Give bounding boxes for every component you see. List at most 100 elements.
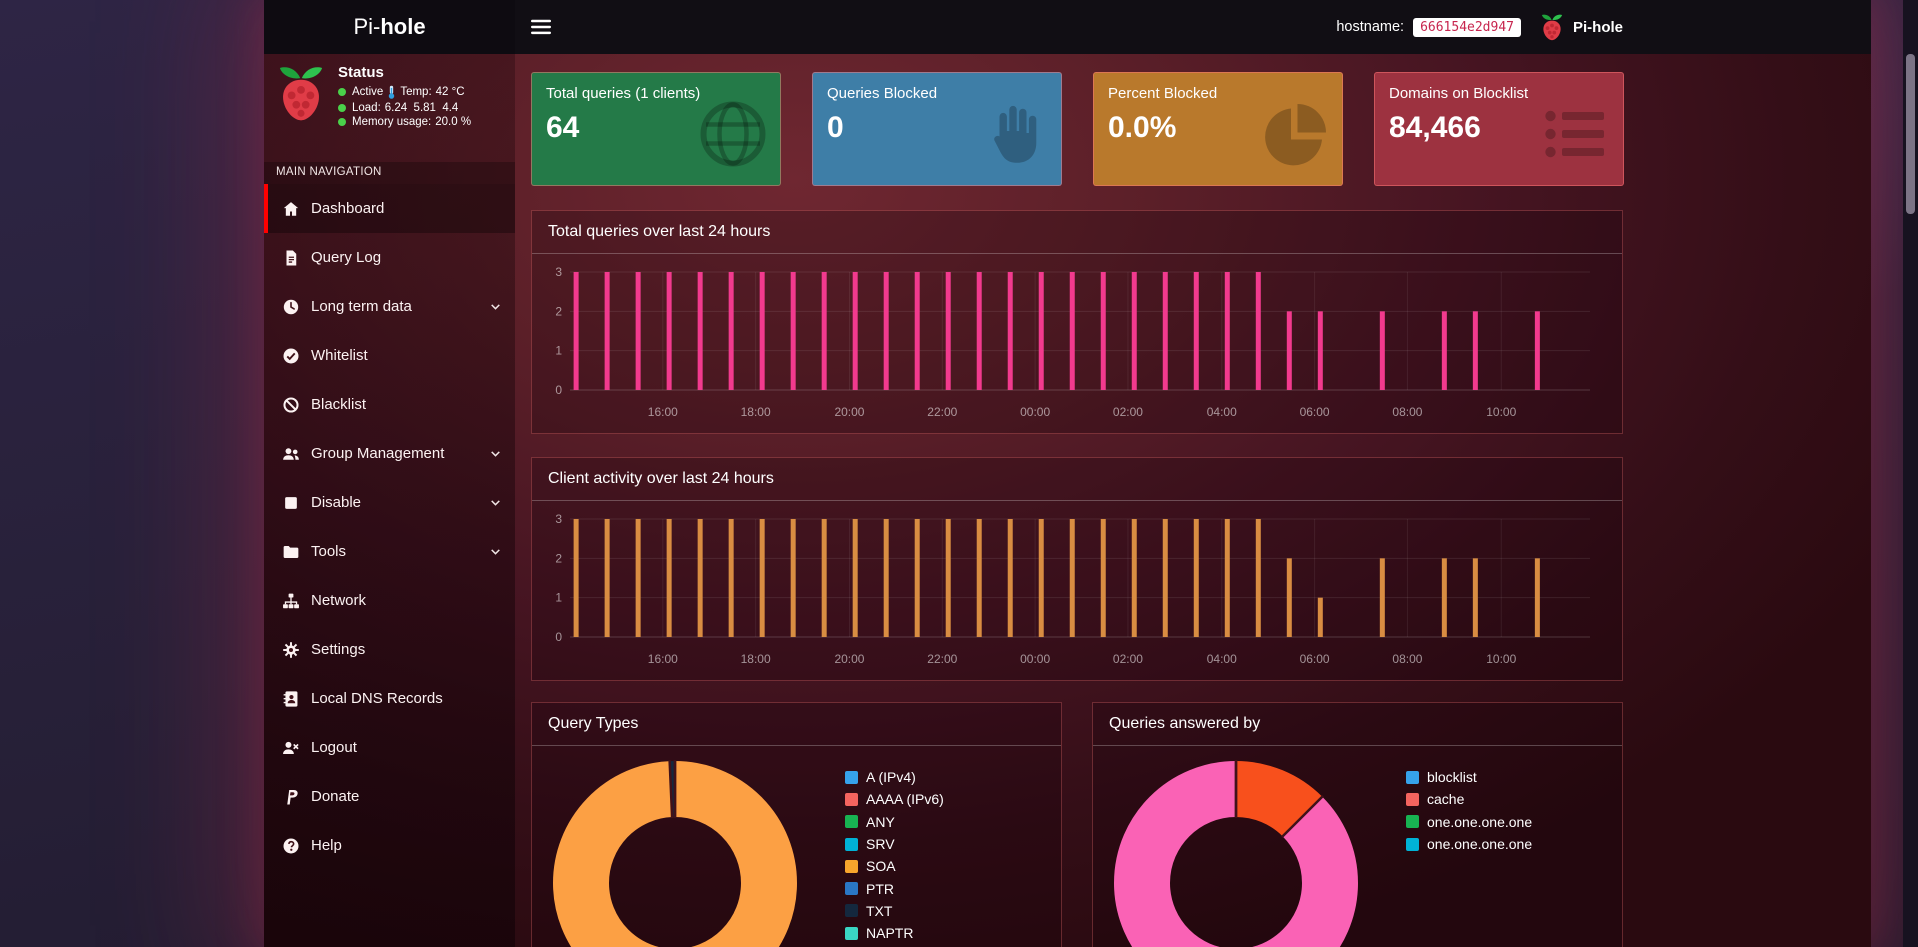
legend-label: one.one.one.one: [1427, 813, 1533, 830]
sidebar-item-network[interactable]: Network: [264, 576, 515, 625]
legend-color-chip: [845, 926, 858, 940]
logo-text-bold: hole: [380, 14, 426, 39]
sidebar-item-label: Whitelist: [311, 347, 368, 364]
main-content: Total queries (1 clients) 64 Queries Block…: [515, 54, 1871, 947]
status-memory-line: Memory usage: 20.0 %: [338, 116, 471, 128]
legend-label: cache: [1427, 791, 1465, 808]
clock-icon: [282, 298, 300, 316]
status-text: Status Active Temp: 42 °C Lo: [338, 64, 471, 156]
bar: [1379, 558, 1385, 637]
legend-label: AAAA (IPv6): [866, 791, 944, 808]
sidebar-item-logout[interactable]: Logout: [264, 723, 515, 772]
sidebar-toggle-button[interactable]: [531, 19, 551, 35]
clients-bar-chart[interactable]: 16:00 18:00 20:00 22:00 00:00 02:00 04:00 06:00…: [532, 503, 1622, 679]
x-tick-label: 20:00: [834, 405, 864, 419]
scrollbar-thumb[interactable]: [1906, 54, 1915, 214]
legend-label: one.one.one.one: [1427, 836, 1533, 853]
sidebar-item-label: Donate: [311, 788, 360, 805]
sidebar-item-help[interactable]: Help: [264, 821, 515, 870]
stat-card-total-queries-1-clients: Total queries (1 clients) 64: [531, 72, 781, 186]
hostname-badge: 666154e2d947: [1413, 17, 1521, 37]
bar: [852, 519, 858, 637]
legend-label: ANY: [866, 813, 895, 830]
bar: [1131, 272, 1137, 390]
legend-item-soa[interactable]: SOA: [845, 855, 944, 877]
status-load-line: Load: 6.24 5.81 4.4: [338, 102, 471, 114]
sidebar-item-blacklist[interactable]: Blacklist: [264, 380, 515, 429]
bottom-panels-row: Query Types A (IPv4) AAAA (IPv6) ANY SRV SOA…: [531, 702, 1871, 947]
bar: [635, 272, 641, 390]
legend-item-aaaa-ipv6[interactable]: AAAA (IPv6): [845, 788, 944, 810]
window-scrollbar[interactable]: [1903, 0, 1918, 947]
legend-color-chip: [845, 882, 858, 896]
sidebar-item-donate[interactable]: Donate: [264, 772, 515, 821]
card-value: 0: [827, 111, 844, 144]
legend-item-one-one-one-one[interactable]: one.one.one.one: [1406, 833, 1532, 855]
users-icon: [282, 445, 300, 463]
bar: [728, 519, 734, 637]
legend-item-txt[interactable]: TXT: [845, 900, 944, 922]
x-tick-label: 00:00: [1020, 405, 1050, 419]
chevron-down-icon: [489, 545, 502, 558]
sidebar-item-tools[interactable]: Tools: [264, 527, 515, 576]
bar: [1534, 558, 1540, 637]
bar: [976, 272, 982, 390]
panel-title: Client activity over last 24 hours: [532, 458, 1622, 501]
bar: [976, 519, 982, 637]
legend-item-one-one-one-one[interactable]: one.one.one.one: [1406, 811, 1532, 833]
queries-bar-chart[interactable]: 16:00 18:00 20:00 22:00 00:00 02:00 04:00 06:00…: [532, 256, 1622, 432]
query-types-donut-chart[interactable]: [532, 746, 832, 947]
memory-label: Memory usage:: [352, 116, 432, 128]
memory-value: 20.0 %: [435, 116, 472, 128]
temp-value: 42 °C: [435, 86, 465, 98]
bar: [883, 519, 889, 637]
temp-label: Temp:: [400, 86, 432, 98]
stat-card-domains-on-blocklist: Domains on Blocklist 84,466: [1374, 72, 1624, 186]
bar: [1038, 519, 1044, 637]
sidebar-item-whitelist[interactable]: Whitelist: [264, 331, 515, 380]
card-title: Total queries (1 clients): [546, 85, 701, 102]
sidebar-item-group-management[interactable]: Group Management: [264, 429, 515, 478]
globe-icon: [696, 97, 770, 171]
legend-color-chip: [845, 859, 858, 873]
sidebar-item-label: Help: [311, 837, 342, 854]
sidebar-item-query-log[interactable]: Query Log: [264, 233, 515, 282]
app-logo[interactable]: Pi-hole: [264, 0, 515, 54]
bar: [666, 519, 672, 637]
card-title: Queries Blocked: [827, 85, 938, 102]
x-tick-label: 00:00: [1020, 652, 1050, 666]
legend-item-a-ipv4[interactable]: A (IPv4): [845, 766, 944, 788]
y-tick-label: 1: [555, 591, 562, 605]
bar: [759, 519, 765, 637]
answered-by-donut-chart[interactable]: [1093, 746, 1393, 947]
sidebar-item-settings[interactable]: Settings: [264, 625, 515, 674]
legend-label: A (IPv4): [866, 769, 916, 786]
bar: [604, 519, 610, 637]
sidebar-item-label: Long term data: [311, 298, 412, 315]
sidebar-item-dashboard[interactable]: Dashboard: [264, 184, 515, 233]
sidebar-item-label: Settings: [311, 641, 366, 658]
hamburger-icon: [531, 19, 551, 39]
pihole-admin-app: Pi-hole hostname: 666154e2d947 Pi-hole S…: [264, 0, 1871, 947]
bar: [759, 272, 765, 390]
card-value: 64: [546, 111, 580, 144]
sidebar-item-long-term-data[interactable]: Long term data: [264, 282, 515, 331]
status-active-label: Active: [352, 86, 384, 98]
folder-icon: [282, 543, 300, 561]
sidebar-item-label: Group Management: [311, 445, 445, 462]
legend-item-ptr[interactable]: PTR: [845, 877, 944, 899]
legend-item-any[interactable]: ANY: [845, 811, 944, 833]
bar: [914, 519, 920, 637]
card-value: 84,466: [1389, 111, 1481, 144]
legend-item-naptr[interactable]: NAPTR: [845, 922, 944, 944]
legend-item-blocklist[interactable]: blocklist: [1406, 766, 1532, 788]
thermometer-icon: [387, 85, 396, 99]
paypal-icon: [282, 788, 300, 806]
legend-item-cache[interactable]: cache: [1406, 788, 1532, 810]
legend-color-chip: [845, 904, 858, 918]
sidebar-item-disable[interactable]: Disable: [264, 478, 515, 527]
bar: [1224, 519, 1230, 637]
legend-item-srv[interactable]: SRV: [845, 833, 944, 855]
sidebar-item-local-dns-records[interactable]: Local DNS Records: [264, 674, 515, 723]
